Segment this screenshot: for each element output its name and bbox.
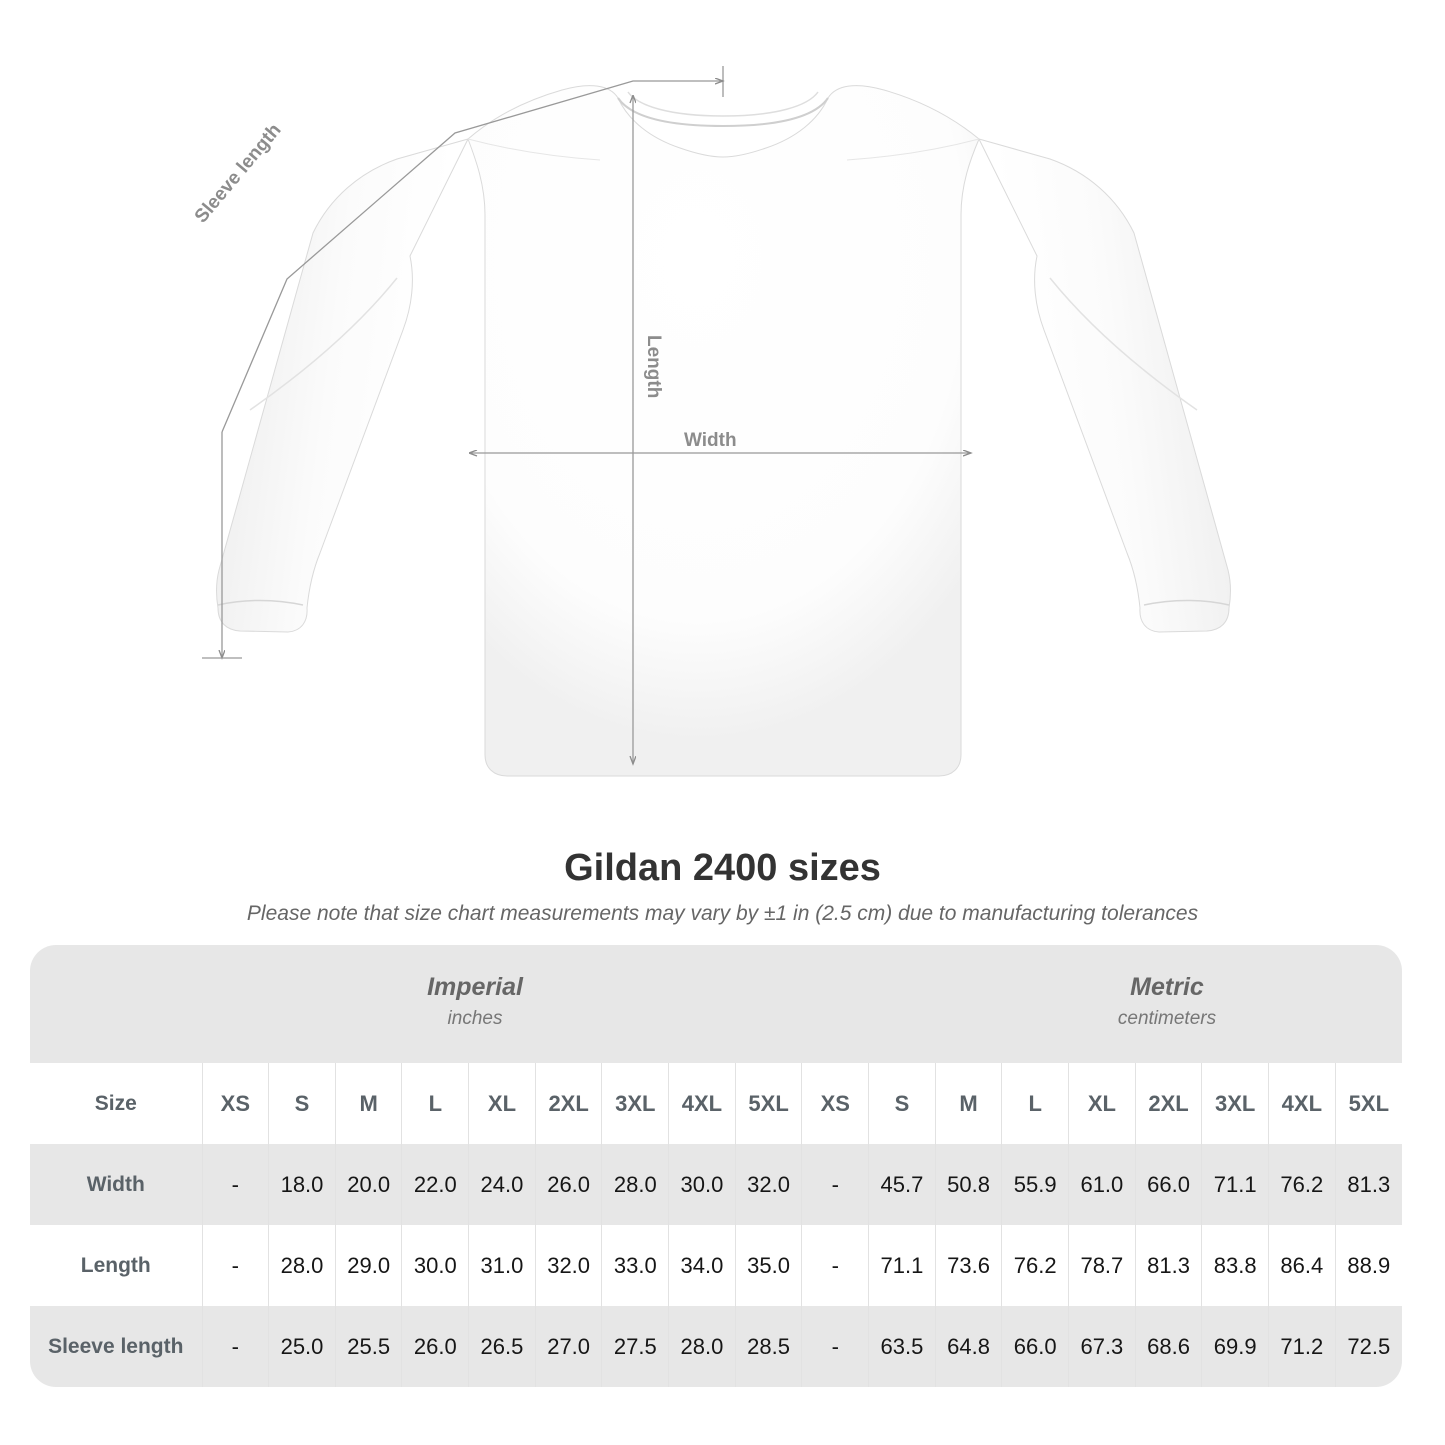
svg-text:Width: Width [684,430,737,451]
svg-text:Length: Length [643,335,664,398]
svg-text:Sleeve length: Sleeve length [191,120,286,227]
